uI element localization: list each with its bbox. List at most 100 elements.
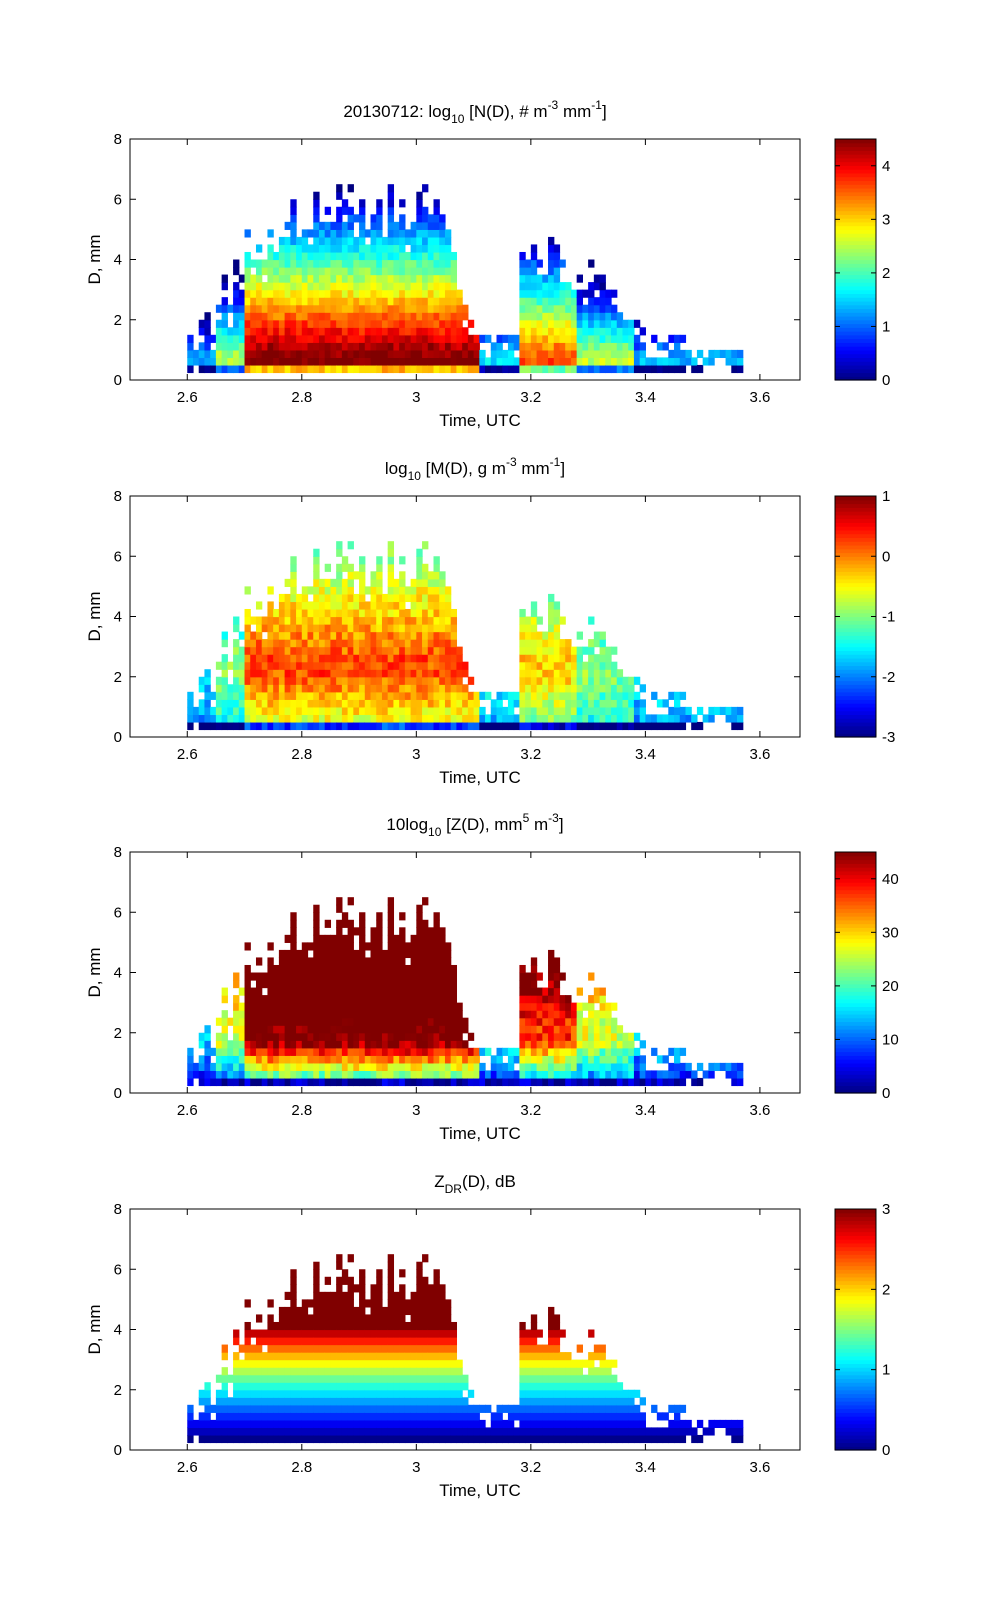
heatmap-cell [381, 691, 389, 700]
heatmap-cell [462, 349, 469, 359]
heatmap-cell [227, 342, 234, 351]
heatmap-cell [439, 684, 446, 693]
heatmap-cell [233, 364, 240, 374]
heatmap-cell [404, 1306, 412, 1316]
heatmap-cell [261, 1329, 269, 1338]
heatmap-cell [410, 1299, 417, 1308]
heatmap-cell [255, 1025, 263, 1034]
heatmap-cell [313, 244, 320, 253]
heatmap-cell [313, 282, 320, 291]
heatmap-cell [416, 721, 423, 731]
heatmap-cell [611, 1002, 618, 1011]
heatmap-cell [370, 691, 377, 700]
heatmap-cell [444, 1434, 452, 1444]
heatmap-cell [530, 259, 538, 268]
heatmap-cell [318, 957, 326, 966]
heatmap-cell [416, 1032, 423, 1041]
colorbar-swatch [835, 503, 876, 508]
heatmap-cell [513, 1434, 521, 1444]
heatmap-cell [639, 1077, 646, 1087]
heatmap-cell [450, 1002, 458, 1011]
heatmap-cell [353, 282, 360, 291]
heatmap-cell [301, 259, 309, 268]
heatmap-cell [353, 1352, 360, 1361]
heatmap-cell [582, 721, 589, 731]
heatmap-cell [359, 586, 366, 595]
heatmap-cell [536, 972, 543, 981]
heatmap-cell [548, 631, 555, 640]
heatmap-cell [444, 251, 452, 261]
heatmap-cell [313, 1344, 320, 1353]
heatmap-cell [530, 334, 538, 343]
heatmap-cell [433, 949, 440, 959]
colorbar-swatch [835, 1028, 876, 1034]
heatmap-cell [301, 342, 309, 351]
colorbar-swatch [835, 312, 876, 317]
heatmap-cell [336, 1299, 343, 1308]
heatmap-cell [628, 1062, 635, 1072]
heatmap-cell [427, 1055, 435, 1064]
heatmap-cell [296, 349, 303, 359]
heatmap-cell [404, 1321, 412, 1331]
heatmap-cell [381, 236, 389, 246]
heatmap-cell [422, 1337, 429, 1346]
heatmap-cell [244, 1382, 251, 1391]
heatmap-cell [456, 1427, 463, 1436]
heatmap-cell [318, 364, 326, 374]
heatmap-cell [381, 304, 389, 313]
heatmap-cell [227, 1374, 234, 1383]
heatmap-cell [261, 1352, 269, 1361]
heatmap-cell [393, 949, 400, 959]
heatmap-cell [399, 1434, 406, 1444]
heatmap-cell [330, 972, 337, 981]
heatmap-cell [542, 1077, 549, 1087]
heatmap-cell [422, 1412, 429, 1421]
heatmap-cell [324, 206, 332, 215]
heatmap-cell [404, 714, 412, 723]
heatmap-cell [433, 1404, 440, 1413]
heatmap-cell [376, 274, 383, 283]
heatmap-cell [370, 676, 377, 685]
heatmap-cell [296, 676, 303, 685]
heatmap-cell [404, 1077, 412, 1087]
heatmap-cell [336, 236, 343, 246]
heatmap-cell [301, 357, 309, 366]
heatmap-cell [507, 691, 515, 700]
heatmap-cell [525, 1419, 532, 1429]
heatmap-cell [290, 691, 297, 700]
colorbar-swatch [835, 631, 876, 636]
heatmap-cell [204, 357, 211, 366]
heatmap-cell [525, 1077, 532, 1087]
heatmap-cell [318, 221, 326, 230]
heatmap-cell [336, 1434, 343, 1444]
heatmap-cell [439, 691, 446, 700]
heatmap-cell [611, 319, 618, 328]
heatmap-cell [439, 631, 446, 640]
heatmap-cell [307, 714, 314, 723]
heatmap-cell [250, 289, 257, 298]
heatmap-cell [296, 319, 303, 328]
heatmap-cell [536, 987, 543, 996]
heatmap-cell [570, 714, 578, 723]
heatmap-cell [462, 699, 469, 708]
heatmap-cell [278, 319, 286, 328]
heatmap-cell [381, 349, 389, 359]
heatmap-cell [307, 942, 314, 951]
heatmap-cell [570, 304, 578, 313]
heatmap-cell [187, 691, 194, 700]
heatmap-cell [284, 1389, 291, 1398]
heatmap-cell [679, 1077, 687, 1087]
heatmap-cell [416, 1077, 423, 1087]
heatmap-cell [404, 1359, 412, 1368]
heatmap-cell [210, 721, 217, 731]
heatmap-cell [336, 541, 343, 550]
heatmap-cell [244, 721, 251, 731]
heatmap-cell [616, 357, 624, 366]
heatmap-cell [548, 1404, 555, 1413]
heatmap-cell [553, 334, 561, 343]
heatmap-cell [410, 1374, 417, 1383]
heatmap-cell [708, 349, 715, 359]
heatmap-cell [616, 349, 624, 359]
heatmap-cell [387, 639, 395, 648]
